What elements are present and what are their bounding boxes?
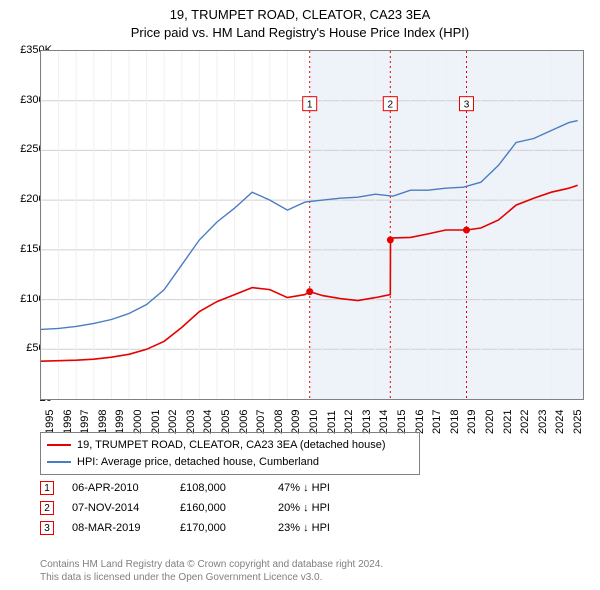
chart-svg: 1 2 3	[41, 51, 583, 399]
event-row: 1 06-APR-2010 £108,000 47% ↓ HPI	[40, 478, 368, 498]
x-tick-label: 1997	[79, 410, 91, 434]
event-diff: 23% ↓ HPI	[278, 522, 368, 534]
x-tick-label: 1995	[44, 410, 56, 434]
x-tick-label: 1999	[114, 410, 126, 434]
x-tick-label: 2008	[273, 410, 285, 434]
x-tick-label: 2016	[414, 410, 426, 434]
x-tick-label: 2004	[202, 410, 214, 434]
legend-swatch-hpi	[47, 461, 71, 463]
credits: Contains HM Land Registry data © Crown c…	[40, 558, 383, 584]
event-date: 08-MAR-2019	[72, 522, 162, 534]
x-tick-label: 2009	[290, 410, 302, 434]
event-price: £108,000	[180, 482, 260, 494]
x-tick-label: 2025	[572, 410, 584, 434]
x-tick-label: 2000	[132, 410, 144, 434]
event-price: £170,000	[180, 522, 260, 534]
event-marker: 3	[40, 521, 54, 535]
x-tick-label: 2021	[502, 410, 514, 434]
event-price: £160,000	[180, 502, 260, 514]
x-tick-label: 2022	[519, 410, 531, 434]
x-tick-label: 2003	[185, 410, 197, 434]
x-tick-label: 2012	[343, 410, 355, 434]
x-tick-label: 2010	[308, 410, 320, 434]
event-diff: 47% ↓ HPI	[278, 482, 368, 494]
x-tick-label: 2001	[150, 410, 162, 434]
chart-plot-area: 1 2 3	[40, 50, 584, 400]
x-tick-label: 2002	[167, 410, 179, 434]
x-tick-label: 2006	[238, 410, 250, 434]
chart-title-block: 19, TRUMPET ROAD, CLEATOR, CA23 3EA Pric…	[0, 0, 600, 41]
svg-text:3: 3	[464, 100, 470, 111]
legend-row-price: 19, TRUMPET ROAD, CLEATOR, CA23 3EA (det…	[47, 437, 413, 454]
legend-label-hpi: HPI: Average price, detached house, Cumb…	[77, 454, 319, 471]
x-tick-label: 2024	[554, 410, 566, 434]
title-line-1: 19, TRUMPET ROAD, CLEATOR, CA23 3EA	[0, 6, 600, 24]
event-date: 07-NOV-2014	[72, 502, 162, 514]
legend-swatch-price	[47, 444, 71, 446]
x-tick-label: 1998	[97, 410, 109, 434]
x-tick-label: 2013	[361, 410, 373, 434]
credits-line-2: This data is licensed under the Open Gov…	[40, 571, 383, 584]
event-row: 2 07-NOV-2014 £160,000 20% ↓ HPI	[40, 498, 368, 518]
event-marker: 1	[40, 481, 54, 495]
event-date: 06-APR-2010	[72, 482, 162, 494]
title-line-2: Price paid vs. HM Land Registry's House …	[0, 24, 600, 42]
x-tick-label: 1996	[62, 410, 74, 434]
x-tick-label: 2020	[484, 410, 496, 434]
x-tick-label: 2005	[220, 410, 232, 434]
svg-text:1: 1	[307, 100, 313, 111]
x-tick-label: 2018	[449, 410, 461, 434]
x-tick-label: 2023	[537, 410, 549, 434]
x-tick-label: 2014	[378, 410, 390, 434]
legend-label-price: 19, TRUMPET ROAD, CLEATOR, CA23 3EA (det…	[77, 437, 386, 454]
svg-text:2: 2	[388, 100, 394, 111]
event-diff: 20% ↓ HPI	[278, 502, 368, 514]
legend: 19, TRUMPET ROAD, CLEATOR, CA23 3EA (det…	[40, 432, 420, 475]
x-tick-label: 2019	[466, 410, 478, 434]
event-row: 3 08-MAR-2019 £170,000 23% ↓ HPI	[40, 518, 368, 538]
events-table: 1 06-APR-2010 £108,000 47% ↓ HPI 2 07-NOV-201…	[40, 478, 368, 538]
x-tick-label: 2011	[326, 410, 338, 434]
x-tick-label: 2017	[431, 410, 443, 434]
x-tick-label: 2015	[396, 410, 408, 434]
credits-line-1: Contains HM Land Registry data © Crown c…	[40, 558, 383, 571]
legend-row-hpi: HPI: Average price, detached house, Cumb…	[47, 454, 413, 471]
x-tick-label: 2007	[255, 410, 267, 434]
event-marker: 2	[40, 501, 54, 515]
